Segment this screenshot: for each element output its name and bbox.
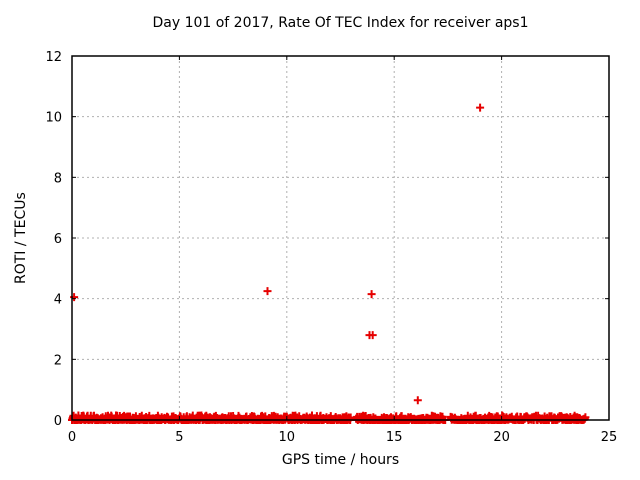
data-point xyxy=(263,287,272,296)
x-tick-label: 25 xyxy=(601,430,618,445)
data-point xyxy=(367,290,376,299)
y-tick-label: 12 xyxy=(45,50,62,65)
baseline-band-points xyxy=(68,411,590,424)
x-axis-label: GPS time / hours xyxy=(281,452,400,468)
y-tick-label: 0 xyxy=(54,414,62,429)
y-tick-label: 6 xyxy=(54,232,62,247)
chart-title: Day 101 of 2017, Rate Of TEC Index for r… xyxy=(152,15,529,31)
y-tick-label: 2 xyxy=(54,353,62,368)
y-tick-label: 4 xyxy=(54,293,62,308)
x-tick-label: 20 xyxy=(493,430,510,445)
y-tick-label: 10 xyxy=(45,111,62,126)
data-point xyxy=(476,103,485,112)
data-point xyxy=(413,396,422,405)
x-tick-label: 5 xyxy=(175,430,183,445)
x-tick-label: 15 xyxy=(386,430,403,445)
data-point xyxy=(368,331,377,340)
x-tick-label: 10 xyxy=(279,430,296,445)
x-tick-label: 0 xyxy=(68,430,76,445)
y-tick-label: 8 xyxy=(54,171,62,186)
